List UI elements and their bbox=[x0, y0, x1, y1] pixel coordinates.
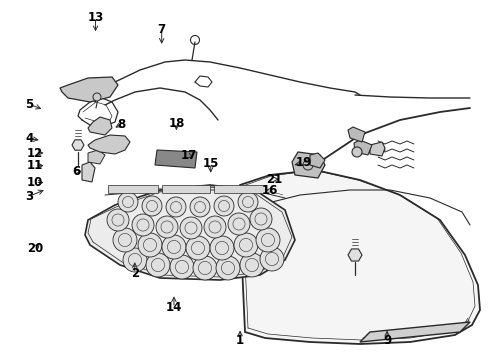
Text: 16: 16 bbox=[261, 184, 278, 197]
Circle shape bbox=[156, 216, 178, 238]
Circle shape bbox=[234, 233, 258, 257]
Circle shape bbox=[118, 192, 138, 212]
Text: 7: 7 bbox=[158, 23, 166, 36]
Circle shape bbox=[123, 248, 147, 272]
Circle shape bbox=[190, 197, 210, 217]
Text: 2: 2 bbox=[131, 267, 139, 280]
Circle shape bbox=[166, 197, 186, 217]
Polygon shape bbox=[108, 185, 158, 193]
Text: 11: 11 bbox=[27, 159, 44, 172]
Circle shape bbox=[132, 214, 154, 236]
Circle shape bbox=[142, 196, 162, 216]
Circle shape bbox=[107, 209, 129, 231]
Circle shape bbox=[250, 208, 272, 230]
Circle shape bbox=[204, 216, 226, 238]
Text: 6: 6 bbox=[72, 165, 80, 178]
Polygon shape bbox=[348, 249, 362, 261]
Circle shape bbox=[93, 93, 101, 101]
Text: 12: 12 bbox=[27, 147, 44, 159]
Circle shape bbox=[210, 236, 234, 260]
Text: 1: 1 bbox=[236, 334, 244, 347]
Text: 3: 3 bbox=[25, 190, 33, 203]
Circle shape bbox=[170, 255, 194, 279]
Text: 10: 10 bbox=[27, 176, 44, 189]
Circle shape bbox=[240, 253, 264, 277]
Circle shape bbox=[193, 256, 217, 280]
Polygon shape bbox=[60, 77, 118, 102]
Polygon shape bbox=[348, 127, 365, 142]
Text: 20: 20 bbox=[27, 242, 44, 255]
Circle shape bbox=[186, 236, 210, 260]
Circle shape bbox=[352, 147, 362, 157]
Text: 18: 18 bbox=[168, 117, 185, 130]
Text: 17: 17 bbox=[180, 149, 197, 162]
Text: 19: 19 bbox=[295, 156, 312, 169]
Text: 21: 21 bbox=[266, 173, 283, 186]
Text: 5: 5 bbox=[25, 98, 33, 111]
Circle shape bbox=[260, 247, 284, 271]
Text: 9: 9 bbox=[383, 334, 391, 347]
Polygon shape bbox=[370, 142, 385, 156]
Polygon shape bbox=[235, 170, 480, 344]
Polygon shape bbox=[82, 162, 95, 182]
Circle shape bbox=[256, 228, 280, 252]
Text: 14: 14 bbox=[166, 301, 182, 314]
Circle shape bbox=[214, 196, 234, 216]
Circle shape bbox=[146, 253, 170, 277]
Text: 8: 8 bbox=[118, 118, 125, 131]
Polygon shape bbox=[354, 140, 372, 155]
Polygon shape bbox=[72, 140, 84, 150]
Circle shape bbox=[138, 233, 162, 257]
Text: 13: 13 bbox=[87, 11, 104, 24]
Polygon shape bbox=[88, 135, 130, 154]
Polygon shape bbox=[360, 322, 470, 342]
Polygon shape bbox=[88, 150, 105, 164]
Circle shape bbox=[216, 256, 240, 280]
Circle shape bbox=[162, 235, 186, 259]
Circle shape bbox=[180, 217, 202, 239]
Polygon shape bbox=[292, 152, 325, 178]
Polygon shape bbox=[88, 117, 112, 135]
Polygon shape bbox=[162, 185, 210, 193]
Polygon shape bbox=[310, 153, 325, 168]
Polygon shape bbox=[155, 150, 197, 168]
Circle shape bbox=[113, 228, 137, 252]
Text: 4: 4 bbox=[25, 132, 33, 145]
Circle shape bbox=[238, 192, 258, 212]
Polygon shape bbox=[85, 185, 295, 280]
Text: 15: 15 bbox=[202, 157, 219, 170]
Circle shape bbox=[228, 213, 250, 235]
Polygon shape bbox=[214, 185, 265, 193]
